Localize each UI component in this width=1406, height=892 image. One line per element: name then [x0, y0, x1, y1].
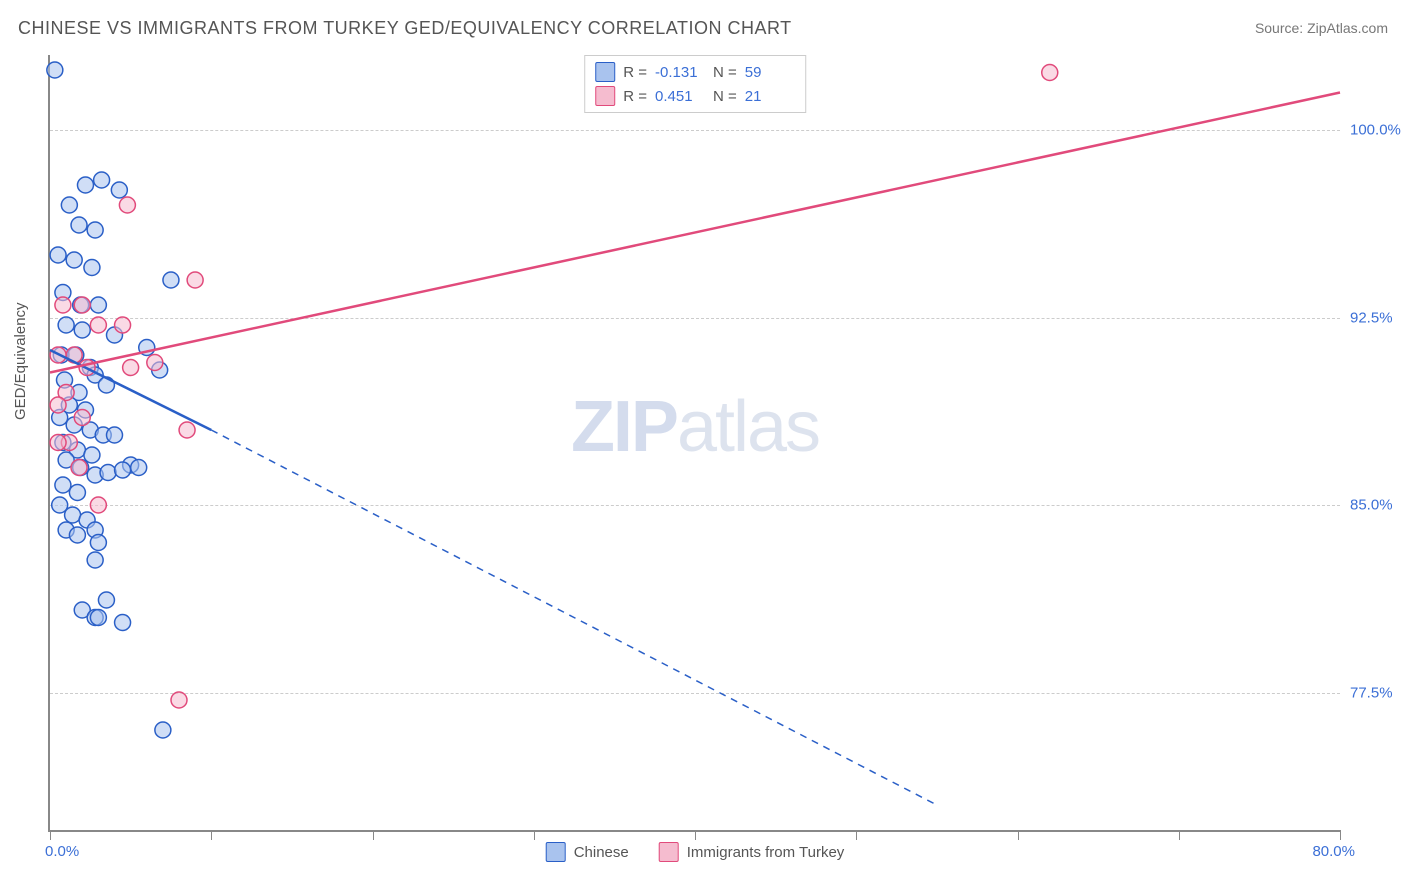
scatter-point-chinese [100, 465, 116, 481]
scatter-point-chinese [50, 247, 66, 263]
scatter-point-turkey [115, 317, 131, 333]
legend-item-turkey: Immigrants from Turkey [659, 842, 845, 862]
stats-n-label: N = [713, 88, 737, 105]
legend-item-chinese: Chinese [546, 842, 629, 862]
legend-label-chinese: Chinese [574, 844, 629, 861]
scatter-point-chinese [74, 322, 90, 338]
stats-n-chinese: 59 [745, 64, 795, 81]
x-tick [534, 830, 535, 840]
scatter-point-chinese [84, 447, 100, 463]
y-tick-label: 77.5% [1350, 684, 1406, 701]
scatter-point-chinese [58, 317, 74, 333]
scatter-point-turkey [74, 297, 90, 313]
x-tick [50, 830, 51, 840]
scatter-point-chinese [69, 527, 85, 543]
scatter-point-chinese [163, 272, 179, 288]
scatter-point-chinese [55, 477, 71, 493]
scatter-point-chinese [65, 507, 81, 523]
x-max-label: 80.0% [1312, 843, 1355, 860]
scatter-point-chinese [66, 252, 82, 268]
scatter-point-turkey [119, 197, 135, 213]
scatter-point-chinese [77, 177, 93, 193]
chart-container: CHINESE VS IMMIGRANTS FROM TURKEY GED/EQ… [0, 0, 1406, 892]
scatter-point-chinese [69, 485, 85, 501]
scatter-point-turkey [147, 355, 163, 371]
stats-n-label: N = [713, 64, 737, 81]
scatter-point-chinese [155, 722, 171, 738]
scatter-point-turkey [123, 360, 139, 376]
x-min-label: 0.0% [45, 843, 79, 860]
scatter-point-turkey [50, 397, 66, 413]
stats-row-turkey: R = 0.451 N = 21 [595, 84, 795, 108]
scatter-point-turkey [171, 692, 187, 708]
x-tick [1018, 830, 1019, 840]
chart-title: CHINESE VS IMMIGRANTS FROM TURKEY GED/EQ… [18, 18, 792, 39]
legend-swatch-turkey [659, 842, 679, 862]
plot-area: ZIPatlas 100.0%92.5%85.0%77.5% R = -0.13… [48, 55, 1340, 832]
stats-swatch-chinese [595, 62, 615, 82]
stats-r-turkey: 0.451 [655, 88, 705, 105]
scatter-point-chinese [94, 172, 110, 188]
scatter-point-chinese [111, 182, 127, 198]
x-tick [695, 830, 696, 840]
legend-label-turkey: Immigrants from Turkey [687, 844, 845, 861]
stats-swatch-turkey [595, 86, 615, 106]
scatter-point-chinese [87, 552, 103, 568]
scatter-point-chinese [131, 460, 147, 476]
scatter-point-chinese [98, 592, 114, 608]
scatter-point-chinese [115, 615, 131, 631]
y-tick-label: 85.0% [1350, 497, 1406, 514]
y-tick-label: 100.0% [1350, 122, 1406, 139]
scatter-point-turkey [90, 497, 106, 513]
scatter-point-chinese [84, 260, 100, 276]
x-tick [1179, 830, 1180, 840]
source-label: Source: ZipAtlas.com [1255, 20, 1388, 36]
scatter-point-chinese [90, 535, 106, 551]
x-tick [856, 830, 857, 840]
scatter-point-turkey [55, 297, 71, 313]
stats-r-label: R = [623, 64, 647, 81]
x-tick [1340, 830, 1341, 840]
legend-swatch-chinese [546, 842, 566, 862]
scatter-point-chinese [47, 62, 63, 78]
x-tick [211, 830, 212, 840]
regression-line-turkey [50, 93, 1340, 373]
scatter-point-turkey [74, 410, 90, 426]
scatter-point-turkey [71, 460, 87, 476]
scatter-point-turkey [179, 422, 195, 438]
scatter-point-chinese [90, 297, 106, 313]
scatter-point-turkey [90, 317, 106, 333]
regression-extrapolation-chinese [211, 430, 937, 805]
x-tick [373, 830, 374, 840]
scatter-point-chinese [71, 217, 87, 233]
scatter-point-turkey [50, 435, 66, 451]
scatter-point-chinese [87, 222, 103, 238]
scatter-svg [50, 55, 1340, 830]
stats-r-chinese: -0.131 [655, 64, 705, 81]
stats-row-chinese: R = -0.131 N = 59 [595, 60, 795, 84]
scatter-point-turkey [1042, 65, 1058, 81]
scatter-point-turkey [187, 272, 203, 288]
scatter-point-chinese [107, 427, 123, 443]
stats-n-turkey: 21 [745, 88, 795, 105]
scatter-point-chinese [90, 610, 106, 626]
legend-bottom: Chinese Immigrants from Turkey [546, 842, 845, 862]
stats-box: R = -0.131 N = 59 R = 0.451 N = 21 [584, 55, 806, 113]
stats-r-label: R = [623, 88, 647, 105]
y-axis-label: GED/Equivalency [12, 302, 29, 420]
y-tick-label: 92.5% [1350, 309, 1406, 326]
scatter-point-chinese [115, 462, 131, 478]
scatter-point-chinese [61, 197, 77, 213]
